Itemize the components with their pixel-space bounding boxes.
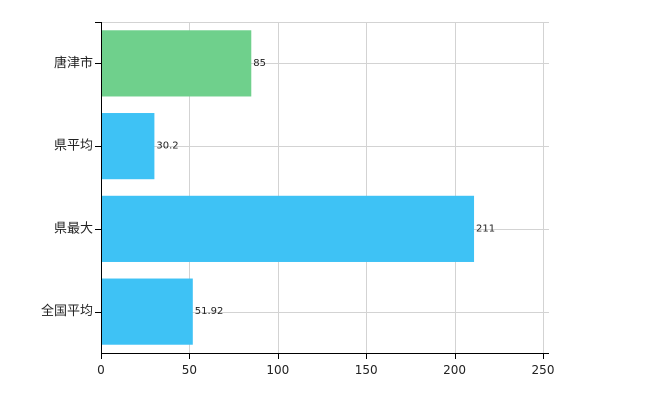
category-label-3: 全国平均: [41, 303, 93, 319]
bar-layer: [101, 30, 475, 345]
category-label-1: 県平均: [54, 139, 93, 154]
x-tick-label-4: 200: [443, 363, 466, 377]
category-label-0: 唐津市: [54, 55, 93, 71]
x-tick-label-1: 50: [182, 363, 197, 377]
bar-2: [101, 195, 475, 262]
x-tick-label-2: 100: [266, 363, 289, 377]
axis-layer: [95, 22, 549, 359]
x-tick-label-5: 250: [532, 363, 555, 377]
bar-3: [101, 278, 193, 345]
category-label-2: 県最大: [54, 221, 93, 236]
bar-1: [101, 113, 155, 180]
data-label-3: 51.92: [195, 306, 224, 317]
bar-0: [101, 30, 252, 97]
data-label-1: 30.2: [156, 141, 178, 152]
x-tick-label-0: 0: [97, 363, 105, 377]
data-label-2: 211: [476, 223, 495, 234]
data-label-0: 85: [253, 58, 266, 69]
label-layer: 唐津市 85 県平均 30.2 県最大 211 全国平均 51.92 0 50 100 150 200 2…: [41, 55, 554, 377]
x-tick-label-3: 150: [355, 363, 378, 377]
